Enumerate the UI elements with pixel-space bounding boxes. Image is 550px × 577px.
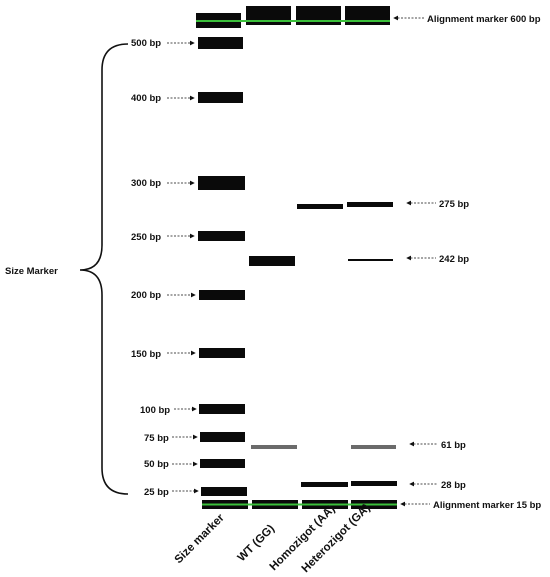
ladder-band-300: 300 bp [131,176,245,190]
size-marker-brace [79,43,129,495]
top-alignment-marker: Alignment marker 600 bp [196,6,541,28]
ladder-label-100: 100 bp [140,405,170,416]
ladder-label-400: 400 bp [131,93,161,104]
ladder-label-25: 25 bp [144,487,169,498]
ladder-band-500: 500 bp [131,37,243,49]
band-label-242: 242 bp [439,254,469,265]
ladder-band-250: 250 bp [131,231,245,243]
ladder-band-50: 50 bp [144,459,245,470]
ladder-band-200: 200 bp [131,290,245,301]
bottom-alignment-label: Alignment marker 15 bp [433,500,541,511]
top-alignment-label: Alignment marker 600 bp [427,14,541,25]
bottom-alignment-marker: Alignment marker 15 bp [202,500,541,511]
ladder-label-75: 75 bp [144,433,169,444]
band-label-61: 61 bp [441,440,466,451]
ladder-label-50: 50 bp [144,459,169,470]
ladder-band-25: 25 bp [144,487,247,498]
band-label-275: 275 bp [439,199,469,210]
band-28bp: 28 bp [301,480,466,491]
ladder-band-100: 100 bp [140,404,245,416]
band-label-28: 28 bp [441,480,466,491]
band-242bp: 242 bp [249,254,469,266]
ladder-label-250: 250 bp [131,232,161,243]
ladder-band-75: 75 bp [144,432,245,444]
size-marker-title: Size Marker [5,266,58,277]
lane-label-wt: WT (GG) [236,523,278,565]
lane-label-size-marker: Size marker [173,512,228,567]
ladder-band-400: 400 bp [131,92,243,104]
band-275bp: 275 bp [297,199,469,210]
ladder-label-200: 200 bp [131,290,161,301]
ladder-band-150: 150 bp [131,348,245,360]
ladder-label-150: 150 bp [131,349,161,360]
ladder-label-500: 500 bp [131,38,161,49]
ladder-label-300: 300 bp [131,178,161,189]
band-61bp: 61 bp [251,440,466,451]
